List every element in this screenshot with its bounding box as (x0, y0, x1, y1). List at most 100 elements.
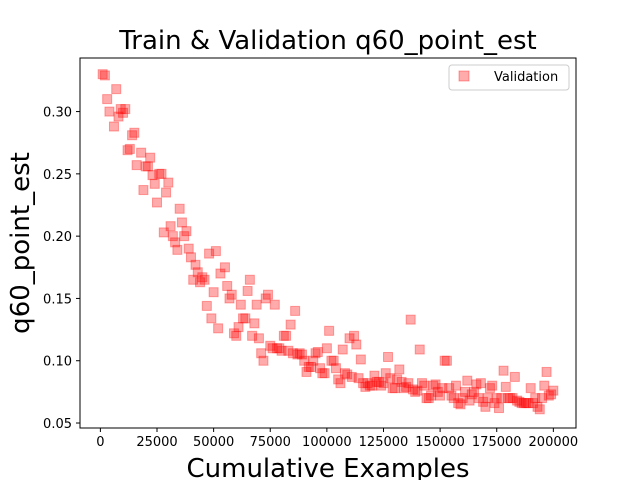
data-point (215, 268, 226, 279)
data-point (525, 383, 536, 394)
y-tick-label: 0.25 (43, 168, 72, 183)
data-point (410, 386, 421, 397)
data-point (204, 248, 215, 259)
data-point (367, 380, 378, 391)
data-points (97, 69, 559, 415)
data-point (312, 347, 323, 358)
data-point (358, 378, 369, 389)
data-point (163, 177, 174, 188)
data-point (238, 313, 249, 324)
data-point (392, 374, 403, 385)
data-point (183, 243, 194, 254)
data-point (484, 383, 495, 394)
data-point (532, 401, 543, 412)
x-tick-label: 25000 (136, 435, 177, 450)
data-point (335, 378, 346, 389)
data-point (199, 274, 210, 285)
data-point (437, 383, 448, 394)
y-axis: 0.05 0.10 0.15 0.20 0.25 0.30 (43, 106, 80, 432)
x-tick-label: 200000 (529, 435, 579, 450)
data-point (265, 340, 276, 351)
data-point (444, 383, 455, 394)
data-point (276, 345, 287, 356)
x-tick-label: 50000 (193, 435, 234, 450)
data-point (188, 274, 199, 285)
data-point (378, 378, 389, 389)
data-point (428, 380, 439, 391)
data-point (324, 325, 335, 336)
data-point (505, 393, 516, 404)
data-point (500, 381, 511, 392)
data-point (181, 226, 192, 237)
x-tick-label: 100000 (302, 435, 352, 450)
data-point (226, 289, 237, 300)
data-point (102, 94, 113, 105)
plot-frame (79, 57, 577, 429)
data-point (308, 355, 319, 366)
data-point (360, 381, 371, 392)
data-point (342, 369, 353, 380)
data-point (446, 390, 457, 401)
data-point (460, 386, 471, 397)
data-point (453, 398, 464, 409)
data-point (127, 130, 138, 141)
data-point (405, 314, 416, 325)
data-point (450, 380, 461, 391)
data-point (161, 187, 172, 198)
y-tick-label: 0.15 (43, 292, 72, 307)
data-point (330, 363, 341, 374)
data-point (310, 348, 321, 359)
data-point (466, 389, 477, 400)
data-point (165, 221, 176, 232)
data-point (439, 355, 450, 366)
data-point (174, 203, 185, 214)
data-point (385, 373, 396, 384)
data-point (478, 396, 489, 407)
data-point (179, 231, 190, 242)
data-point (233, 322, 244, 333)
data-point (120, 104, 131, 115)
data-point (260, 293, 271, 304)
data-point (475, 378, 486, 389)
data-point (321, 343, 332, 354)
data-point (206, 313, 217, 324)
data-point (235, 299, 246, 310)
data-point (274, 343, 285, 354)
data-point (287, 348, 298, 359)
data-point (99, 70, 110, 81)
data-point (398, 383, 409, 394)
legend-marker-validation (458, 70, 470, 82)
data-point (487, 380, 498, 391)
data-point (195, 277, 206, 288)
data-point (290, 305, 301, 316)
data-point (426, 390, 437, 401)
data-point (213, 323, 224, 334)
data-point (396, 376, 407, 387)
data-point (376, 380, 387, 391)
data-point (315, 363, 326, 374)
data-point (349, 330, 360, 341)
data-point (115, 104, 126, 115)
data-point (512, 395, 523, 406)
data-point (285, 319, 296, 330)
legend: Validation (448, 64, 570, 91)
data-point (326, 355, 337, 366)
data-point (489, 398, 500, 409)
data-point (534, 404, 545, 415)
y-axis-label: q60_point_est (6, 152, 36, 334)
data-point (258, 355, 269, 366)
data-point (192, 267, 203, 278)
data-point (190, 259, 201, 270)
data-point (145, 152, 156, 163)
data-point (244, 274, 255, 285)
x-tick-label: 75000 (250, 435, 291, 450)
data-point (473, 393, 484, 404)
data-point (371, 376, 382, 387)
x-tick-label: 0 (96, 435, 104, 450)
data-point (129, 127, 140, 138)
data-point (355, 354, 366, 365)
data-point (503, 393, 514, 404)
data-point (509, 371, 520, 382)
y-tick-label: 0.30 (43, 106, 72, 121)
